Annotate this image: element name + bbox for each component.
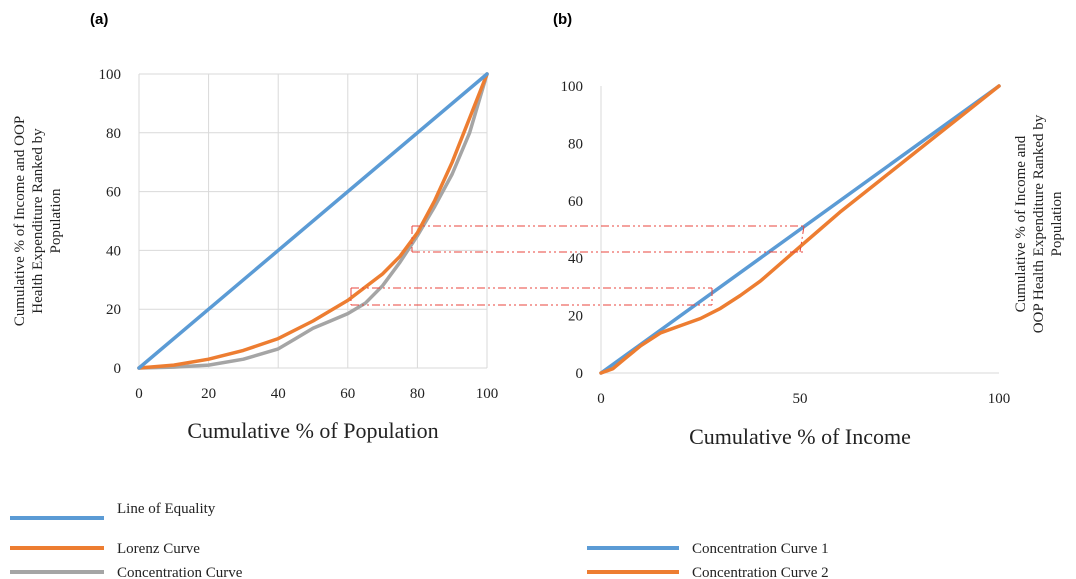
chart-a-grid	[138, 73, 488, 369]
chart-b: 0 50 100 0 20 40 60 80 100	[561, 79, 1011, 407]
panel-a-tag: (a)	[90, 11, 108, 28]
chart-a-ytick: 20	[106, 302, 121, 318]
panel-b-tag: (b)	[553, 11, 572, 28]
guide-line	[799, 225, 805, 253]
chart-b-ylabel-text: Cumulative % of Income and OOP Health Exp…	[1013, 114, 1065, 333]
chart-a-ytick: 100	[99, 67, 122, 83]
legend-concentration-curve-2-label: Concentration Curve 2	[692, 565, 829, 579]
chart-b-ylabel-line: Cumulative % of Income and	[1013, 135, 1029, 312]
legend-concentration-curve-label: Concentration Curve	[117, 565, 243, 579]
legend-a: Line of Equality Lorenz Curve Concentratio…	[10, 501, 243, 579]
chart-a-ylabel-line: Cumulative % of Income and OOP	[12, 116, 28, 326]
chart-a-lines	[137, 72, 489, 370]
chart-b-ylabel-line: Population	[1049, 191, 1065, 257]
chart-a-ytick: 40	[106, 243, 121, 259]
chart-b-xtick: 50	[793, 391, 808, 407]
chart-b-xtick: 0	[597, 391, 605, 407]
legend-line-of-equality-label: Line of Equality	[117, 501, 216, 517]
legend-b: Concentration Curve 1 Concentration Curve…	[587, 541, 829, 579]
chart-a-xtick: 80	[410, 386, 425, 402]
chart-a-xtick: 40	[271, 386, 286, 402]
chart-b-ytick: 60	[568, 194, 583, 210]
chart-b-ylabel-line: OOP Health Expenditure Ranked by	[1031, 114, 1047, 333]
chart-a-ylabel-line: Health Expenditure Ranked by	[30, 128, 46, 314]
chart-b-xtick: 100	[988, 391, 1011, 407]
chart-a-ytick: 60	[106, 185, 121, 201]
chart-a-ylabel-line: Population	[48, 188, 64, 254]
series-concentration-curve-1-line	[599, 84, 1001, 375]
series-lorenz-curve-line	[137, 72, 489, 370]
chart-b-ytick: 20	[568, 309, 583, 325]
guide-lines	[350, 225, 805, 306]
chart-a-xtick: 0	[135, 386, 143, 402]
chart-a-ytick: 0	[114, 361, 122, 377]
chart-a-xtick: 100	[476, 386, 499, 402]
chart-b-ytick: 40	[568, 251, 583, 267]
chart-b-lines	[599, 84, 1001, 375]
chart-b-ytick: 100	[561, 79, 584, 95]
series-concentration-curve-line	[137, 72, 489, 370]
chart-a: 0 20 40 60 80 100 0 20 40 60 80 100	[99, 67, 499, 402]
chart-a-ylabel-text: Cumulative % of Income and OOP Health Exp…	[12, 116, 64, 326]
chart-a-xtick: 20	[201, 386, 216, 402]
chart-a-ylabel: Cumulative % of Income and OOP Health Exp…	[12, 116, 64, 326]
chart-b-axes	[600, 86, 999, 374]
chart-a-xtick: 60	[340, 386, 355, 402]
chart-a-ytick: 80	[106, 126, 121, 142]
series-line-of-equality-line	[137, 72, 489, 370]
chart-b-ytick: 0	[576, 366, 584, 382]
chart-b-ylabel: Cumulative % of Income and OOP Health Exp…	[1013, 114, 1065, 333]
legend-lorenz-curve-label: Lorenz Curve	[117, 541, 200, 557]
chart-b-ytick: 80	[568, 136, 583, 152]
chart-a-ticks: 0 20 40 60 80 100 0 20 40 60 80 100	[99, 67, 499, 402]
chart-a-xlabel: Cumulative % of Population	[187, 418, 438, 443]
chart-b-xlabel: Cumulative % of Income	[689, 424, 911, 449]
series-concentration-curve-2-line	[599, 84, 1001, 375]
legend-concentration-curve-1-label: Concentration Curve 1	[692, 541, 829, 557]
chart-b-ticks: 0 50 100 0 20 40 60 80 100	[561, 79, 1011, 407]
